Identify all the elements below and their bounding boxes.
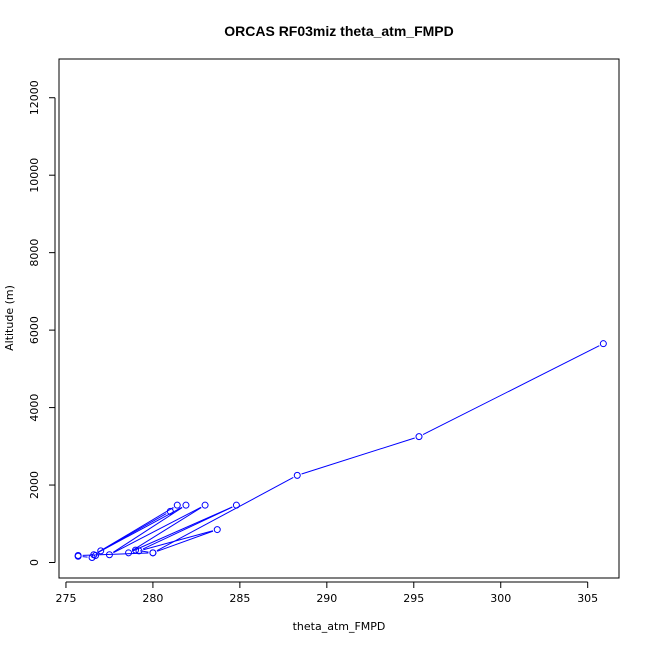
y-axis-label: Altitude (m) [3,285,16,351]
x-tick-label: 300 [490,592,511,605]
data-point [293,471,301,479]
series-segment [156,530,214,552]
data-point [125,549,133,557]
x-axis: 275 280 285 290 295 300 305 [55,581,598,605]
series-segment [112,507,183,553]
series-segment [143,530,214,551]
data-point [149,549,157,557]
data-point [173,501,181,509]
series-segment [156,477,294,552]
series-segment [132,507,202,551]
x-axis-label: theta_atm_FMPD [293,620,386,633]
y-tick-label: 2000 [28,471,41,499]
series-segment [301,437,415,475]
data-point [232,501,240,509]
data-point [213,526,221,534]
data-point [599,340,607,348]
y-tick-label: 12000 [28,80,41,115]
x-tick-label: 275 [55,592,76,605]
data-point [90,551,98,559]
data-point [97,547,105,555]
data-point [105,551,113,559]
y-tick-label: 6000 [28,316,41,344]
series-layer [74,340,607,561]
series-segment [113,506,202,554]
x-tick-label: 295 [403,592,424,605]
x-tick-label: 285 [229,592,250,605]
y-tick-label: 10000 [28,158,41,193]
series-segment [132,506,233,552]
data-point [182,501,190,509]
data-point [135,547,143,555]
data-point [132,546,140,554]
series-segment [142,506,233,550]
plot-frame [58,58,620,579]
x-tick-label: 290 [316,592,337,605]
x-tick-label: 280 [142,592,163,605]
y-axis: 0 2000 4000 6000 8000 10000 12000 [28,80,56,566]
y-tick-label: 0 [28,559,41,566]
x-tick-label: 305 [577,592,598,605]
data-point [166,507,174,515]
series-segment [97,506,183,554]
data-point [415,433,423,441]
chart-title: ORCAS RF03miz theta_atm_FMPD [224,23,454,39]
series-segment [422,345,600,436]
series-segment [97,507,174,553]
data-point [74,552,82,560]
data-point [201,501,209,509]
y-tick-label: 4000 [28,394,41,422]
series-segment [139,550,149,553]
y-tick-label: 8000 [28,239,41,267]
